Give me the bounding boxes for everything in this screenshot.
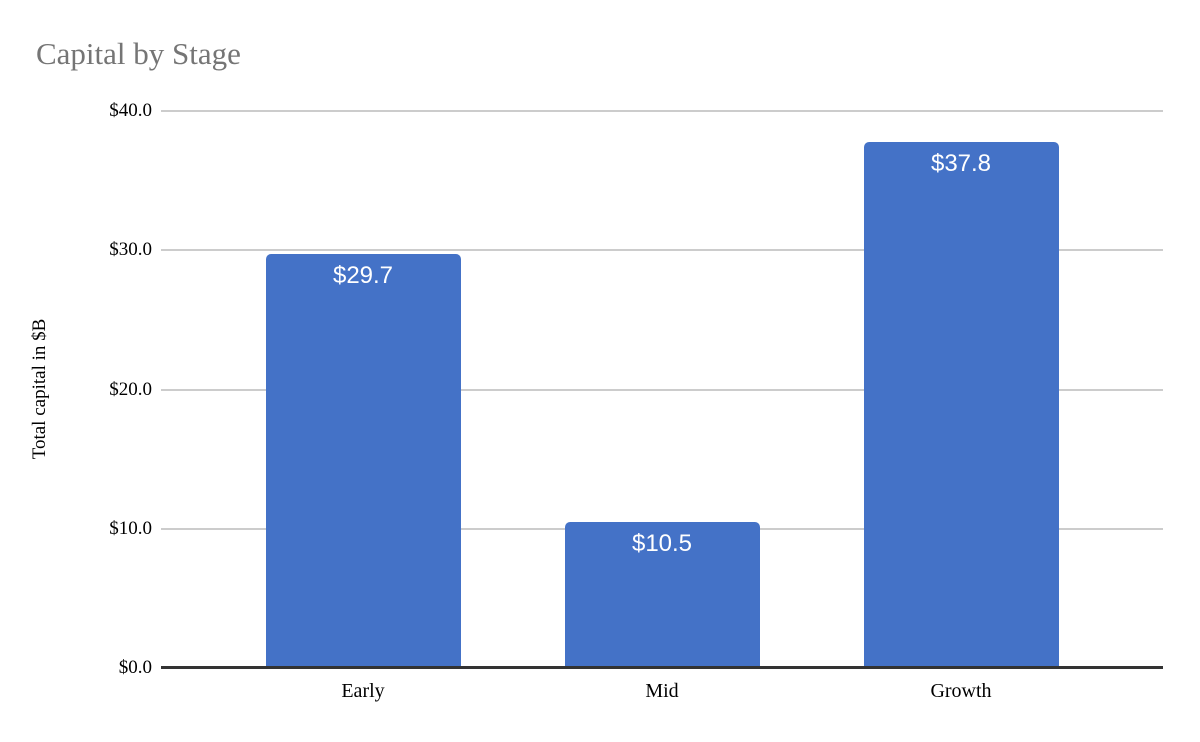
y-tick-label: $40.0 <box>109 100 152 121</box>
x-tick-label-early: Early <box>341 680 385 702</box>
gridline <box>161 110 1163 112</box>
bar-mid: $10.5 <box>564 521 760 668</box>
gridline <box>161 249 1163 252</box>
y-tick-label: $10.0 <box>109 517 152 539</box>
gridline <box>161 388 1163 391</box>
x-tick-label-mid: Mid <box>645 680 679 702</box>
plot-area: $29.7 $10.5 $37.8 <box>161 110 1163 669</box>
bar-value-label: $37.8 <box>930 149 992 177</box>
x-axis-line <box>161 666 1163 669</box>
y-tick-label: $0.0 <box>118 657 152 678</box>
y-tick-label: $30.0 <box>109 239 152 261</box>
chart-title: Capital by Stage <box>36 36 241 71</box>
bar-value-label: $10.5 <box>631 529 693 557</box>
x-tick-label-growth: Growth <box>930 680 992 702</box>
y-tick-label: $20.0 <box>109 378 152 400</box>
bar-early: $29.7 <box>265 254 461 668</box>
bar-growth: $37.8 <box>863 141 1059 668</box>
bar-value-label: $29.7 <box>332 262 394 290</box>
